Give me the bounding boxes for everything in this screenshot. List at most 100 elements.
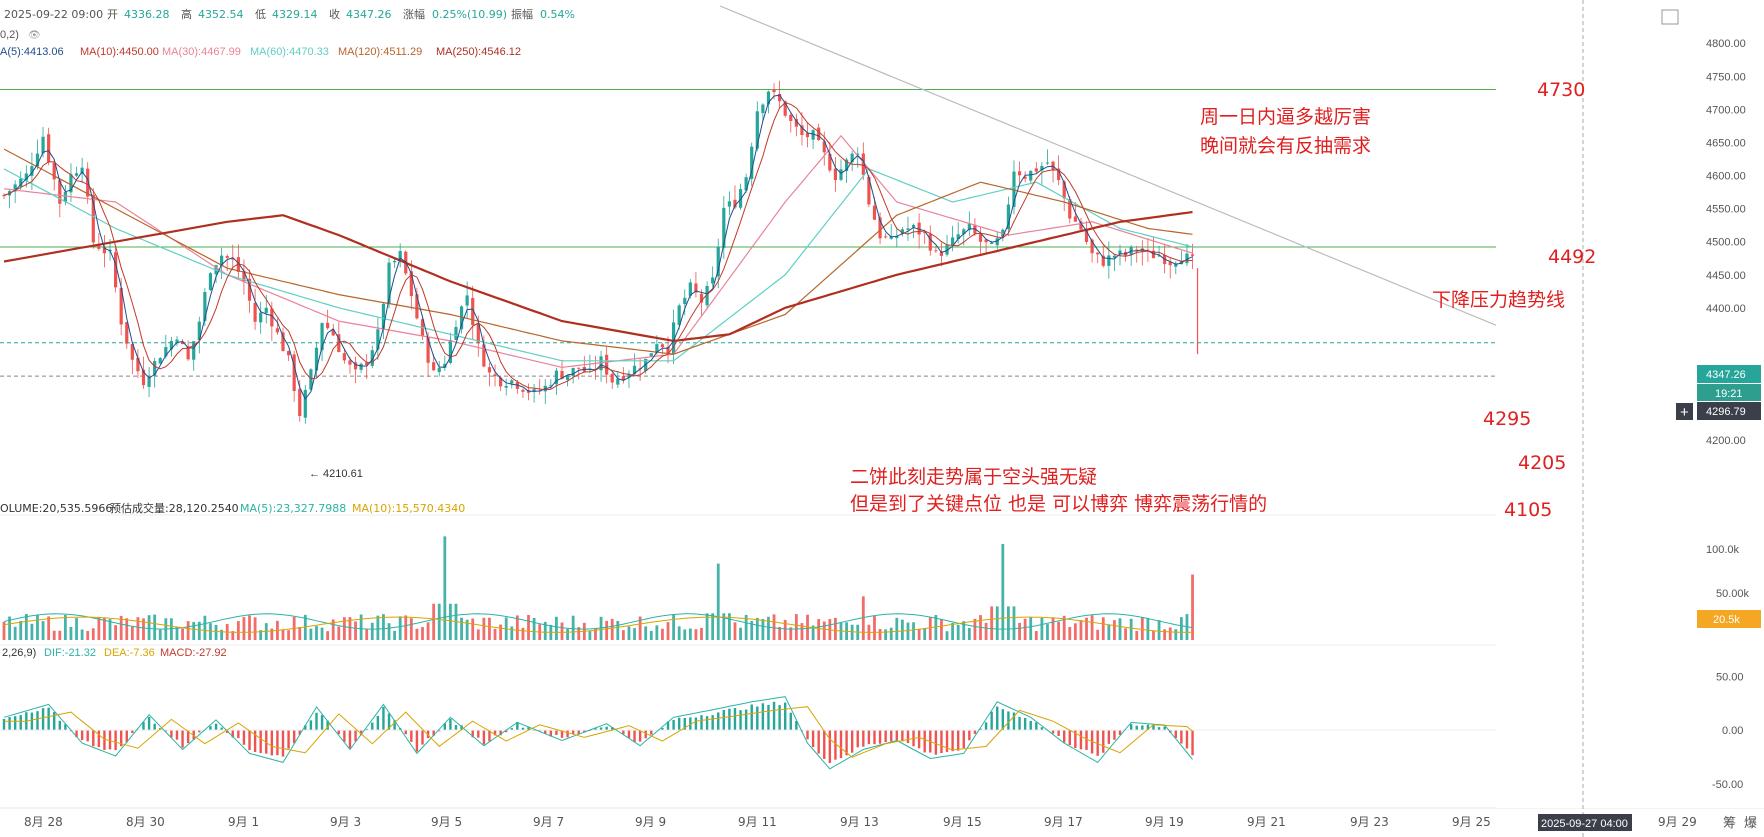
volume-bar xyxy=(861,596,865,640)
volume-legend-item: MA(10):15,570.4340 xyxy=(352,502,465,515)
candle-body xyxy=(1084,228,1089,242)
macd-bar xyxy=(1007,711,1010,731)
macd-bar xyxy=(376,715,380,731)
candle-body xyxy=(778,93,782,102)
volume-bar xyxy=(594,628,597,640)
volume-bar xyxy=(1040,617,1044,640)
macd-bar xyxy=(1018,716,1021,731)
current-price-tag xyxy=(1697,365,1761,383)
macd-bar xyxy=(1001,709,1005,731)
candle-body xyxy=(2,195,6,197)
volume-bar xyxy=(108,619,112,640)
macd-bar xyxy=(677,717,681,731)
macd-bar xyxy=(1141,725,1144,731)
add-level-button[interactable] xyxy=(1676,403,1693,420)
macd-bar xyxy=(449,718,452,731)
candle-body xyxy=(1073,216,1077,222)
candle-body xyxy=(1190,254,1195,256)
level-label-4730: 4730 xyxy=(1537,79,1585,101)
volume-bar xyxy=(649,630,653,640)
candle-body xyxy=(158,358,162,364)
candle-body xyxy=(169,340,173,350)
candle-body xyxy=(722,207,726,248)
volume-bar xyxy=(298,627,302,640)
candle-body xyxy=(978,234,983,242)
volume-bar xyxy=(817,619,821,640)
volume-bar xyxy=(940,619,943,640)
candle-body xyxy=(878,217,882,239)
macd-dea-line xyxy=(4,706,1193,758)
volume-ma10-line xyxy=(3,616,1193,633)
candle-body xyxy=(102,247,107,254)
macd-bar xyxy=(1040,727,1044,731)
macd-bar xyxy=(650,730,653,735)
volume-ma5-line xyxy=(3,613,1193,630)
macd-bar xyxy=(767,704,770,731)
candle-body xyxy=(186,346,190,360)
volume-bar xyxy=(309,628,313,640)
candle-body xyxy=(900,229,904,234)
volume-bar xyxy=(426,622,430,640)
candle-body xyxy=(1040,165,1044,171)
macd-bar xyxy=(689,717,692,731)
candle-body xyxy=(1034,168,1038,172)
volume-bar xyxy=(449,603,452,640)
level-label-4105: 4105 xyxy=(1504,499,1552,521)
price-tick-label: 4400.00 xyxy=(1706,303,1746,315)
macd-bar xyxy=(622,730,625,735)
macd-bar xyxy=(862,730,865,747)
volume-bar xyxy=(359,614,363,640)
macd-tick-label: 50.00 xyxy=(1716,671,1744,683)
volume-bar xyxy=(63,614,67,640)
candle-body xyxy=(1023,176,1027,179)
macd-bar xyxy=(934,730,938,755)
macd-bar xyxy=(432,730,435,736)
volume-bar xyxy=(136,617,140,640)
candle-body xyxy=(934,250,938,252)
macd-bar xyxy=(700,715,703,731)
macd-bar xyxy=(337,730,340,735)
volume-bar xyxy=(772,614,776,640)
volume-bar xyxy=(499,624,503,640)
header-field: 低 xyxy=(255,8,266,21)
macd-bar xyxy=(1135,725,1138,731)
macd-bar xyxy=(661,727,664,731)
macd-bar xyxy=(744,709,748,731)
candle-body xyxy=(197,321,201,340)
macd-bar xyxy=(711,715,714,731)
macd-bar xyxy=(761,703,765,731)
price-tick-label: 4600.00 xyxy=(1706,171,1746,183)
candle-body xyxy=(465,295,469,306)
candle-body xyxy=(482,344,486,367)
candle-body xyxy=(147,377,151,387)
macd-bar xyxy=(979,728,982,731)
visibility-icon: 👁 xyxy=(28,30,41,41)
volume-bar xyxy=(1001,544,1005,640)
volume-bar xyxy=(270,628,274,640)
volume-bar xyxy=(532,617,536,640)
volume-bar xyxy=(850,624,854,640)
expand-icon[interactable] xyxy=(1661,9,1679,25)
candle-body xyxy=(270,308,274,327)
volume-bar xyxy=(923,628,927,640)
volume-bar xyxy=(303,614,307,640)
candle-body xyxy=(616,378,620,385)
macd-bar xyxy=(8,717,11,731)
macd-bar xyxy=(170,730,173,738)
volume-bar xyxy=(1034,630,1038,640)
volume-bar xyxy=(962,621,966,640)
volume-legend-item: 预估成交量:28,120.2540 xyxy=(110,501,239,515)
header-field: 收 xyxy=(329,7,340,21)
macd-bar xyxy=(1057,730,1060,737)
volume-bar xyxy=(1107,625,1111,640)
macd-bar xyxy=(387,713,391,731)
liquidation-icon: 爆 xyxy=(1744,816,1757,831)
candle-body xyxy=(911,224,916,228)
macd-legend-item: 2,26,9) xyxy=(2,647,36,659)
macd-bar xyxy=(493,730,497,736)
candle-body xyxy=(839,169,843,180)
volume-bar xyxy=(956,624,960,640)
macd-bar xyxy=(365,728,368,731)
price-tick-label: 4650.00 xyxy=(1706,137,1746,149)
